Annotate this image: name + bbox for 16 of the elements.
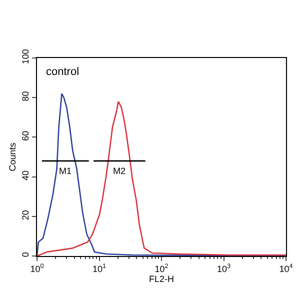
y-tick-label: 40 <box>20 170 30 180</box>
annotation: control <box>46 66 80 78</box>
y-tick-label: 0 <box>20 252 30 258</box>
x-axis-title: FL2-H <box>148 274 174 284</box>
y-tick-label: 60 <box>20 130 30 141</box>
x-tick-label: 10$^{1}$ <box>92 263 106 274</box>
y-tick-label: 100 <box>20 49 30 64</box>
x-tick-label: 10$^{3}$ <box>216 263 231 274</box>
y-tick-label: 20 <box>20 210 30 220</box>
x-tick-label: 10$^{4}$ <box>279 263 294 274</box>
annotation: M1 <box>59 166 72 176</box>
y-axis-title: Counts <box>8 142 18 172</box>
x-tick-label: 10$^{2}$ <box>154 263 169 274</box>
y-tick-label: 80 <box>20 91 30 102</box>
x-tick-label: 10$^{0}$ <box>30 263 44 274</box>
annotation: M2 <box>113 166 126 176</box>
